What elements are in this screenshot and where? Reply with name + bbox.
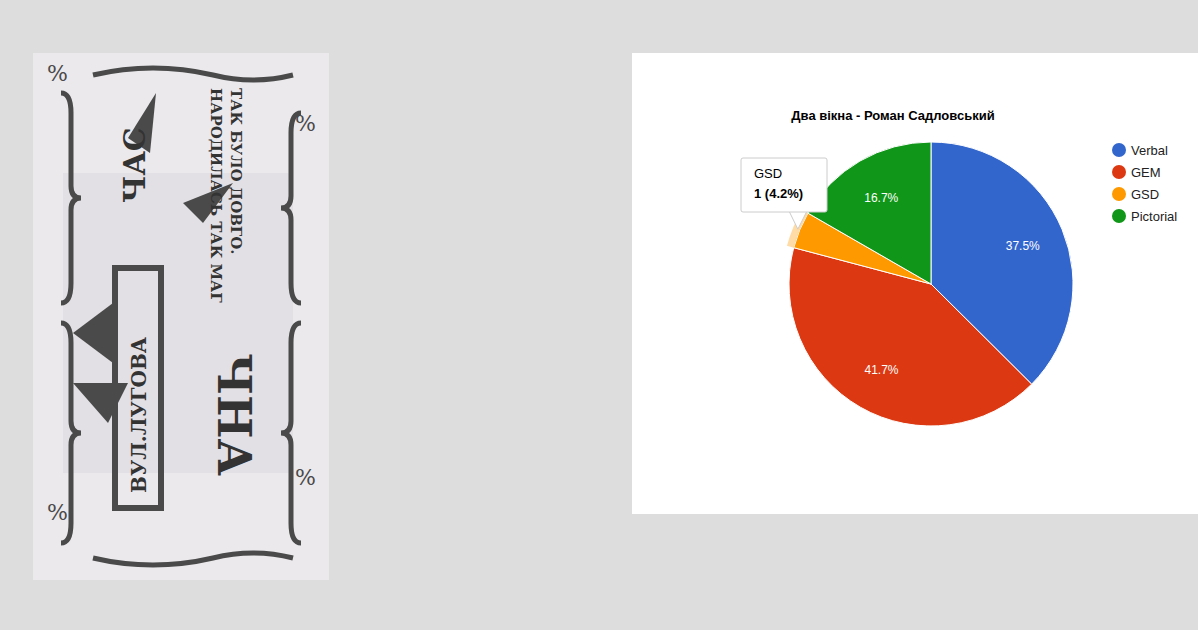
- frame-top: [93, 68, 293, 80]
- pie-labels: 37.5% 41.7% 16.7%: [864, 191, 1040, 377]
- page: %%%% ТАК БУЛО ДОВГО.НАРОДИЛАСЬ ТАК МАГ ЧАС…: [0, 0, 1198, 630]
- frame-brace: [281, 323, 301, 543]
- ornament: %: [47, 61, 68, 86]
- data-label: 16.7%: [864, 191, 898, 205]
- slice-highlight: [787, 210, 808, 248]
- legend-label: GEM: [1131, 165, 1161, 180]
- background: [0, 0, 1198, 630]
- frame-bottom: [93, 553, 293, 565]
- pie: [787, 142, 1073, 426]
- tooltip-category: GSD: [754, 166, 782, 181]
- tooltip-box: [741, 158, 827, 212]
- legend-swatch: [1112, 143, 1126, 157]
- legend-swatch: [1112, 165, 1126, 179]
- legend: Verbal GEM GSD Pictorial: [1112, 143, 1177, 224]
- frame-brace: [281, 113, 301, 303]
- chart-title: Два вікна - Роман Садловський: [791, 108, 994, 123]
- tooltip-pointer: [789, 211, 807, 229]
- shape: [73, 303, 113, 363]
- poem-image: %%%% ТАК БУЛО ДОВГО.НАРОДИЛАСЬ ТАК МАГ ЧАС…: [33, 53, 329, 580]
- ornament: %: [47, 500, 68, 525]
- ornament: %: [295, 465, 316, 490]
- poem-text: ВУЛ.ЛУГОВА: [127, 336, 151, 493]
- frame-brace: [61, 93, 81, 303]
- chart-panel: [632, 53, 1198, 514]
- poem-text: ТАК БУЛО ДОВГО.: [227, 88, 245, 255]
- poem-text: НАРОДИЛАСЬ ТАК МАГ: [207, 88, 225, 303]
- data-label: 37.5%: [1006, 239, 1040, 253]
- legend-swatch: [1112, 187, 1126, 201]
- street-box: [115, 268, 161, 508]
- ornament: %: [295, 111, 316, 136]
- shape: [73, 383, 128, 423]
- legend-label: Pictorial: [1131, 209, 1177, 224]
- photo-paper: [33, 53, 329, 580]
- legend-swatch: [1112, 209, 1126, 223]
- tooltip-text: 1 (4.2%): [754, 186, 803, 201]
- legend-label: GSD: [1131, 187, 1159, 202]
- poem-text: ЧНА: [207, 353, 261, 476]
- tooltip: GSD 1 (4.2%): [741, 158, 827, 229]
- poem-text: ЧАС: [117, 127, 152, 203]
- data-label: 41.7%: [865, 363, 899, 377]
- legend-label: Verbal: [1131, 143, 1168, 158]
